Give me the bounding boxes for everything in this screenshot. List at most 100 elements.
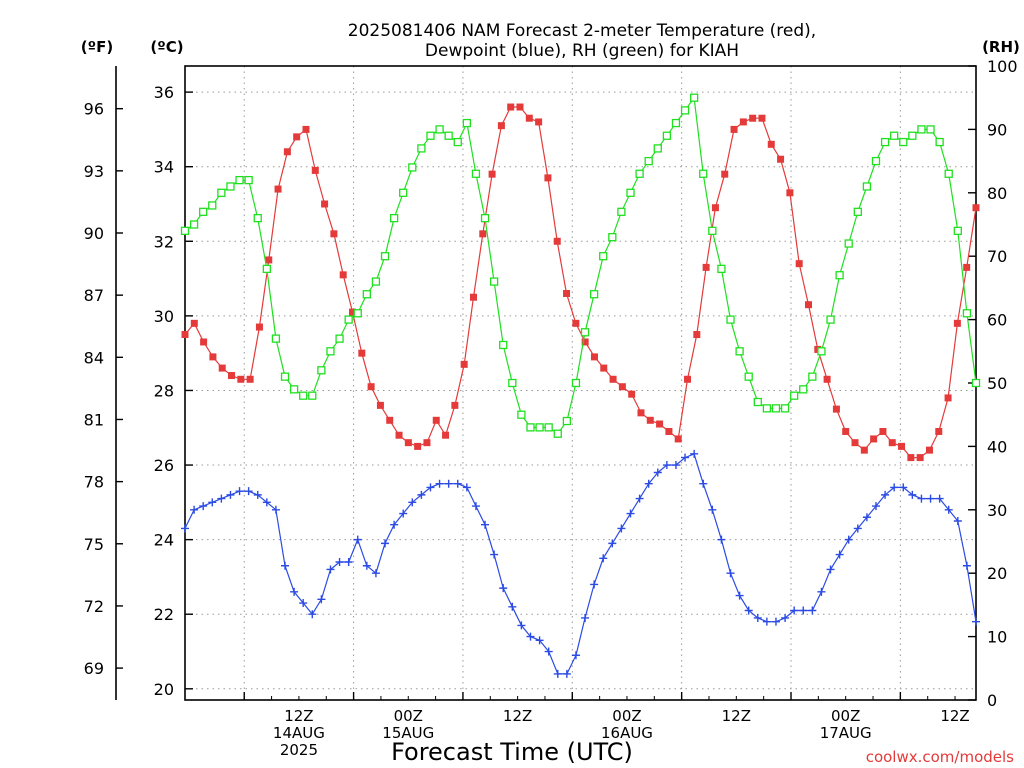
rh-point	[653, 144, 662, 153]
rh-point	[644, 156, 653, 166]
x-tick-label: 12Z	[722, 707, 751, 725]
rh-point	[662, 131, 672, 140]
temperature-line	[184, 106, 977, 459]
temperature-point	[209, 353, 217, 361]
rh-point	[753, 397, 762, 407]
rh-point	[853, 207, 862, 216]
dewpoint-point	[408, 498, 417, 507]
dewpoint-point	[790, 606, 799, 615]
dewpoint-point	[562, 669, 571, 678]
temperature-point	[535, 118, 543, 126]
dewpoint-point	[626, 509, 635, 518]
rh-point	[480, 214, 490, 223]
dewpoint-point	[481, 520, 490, 529]
dewpoint-point	[417, 490, 426, 499]
dewpoint-point	[708, 505, 717, 514]
dewpoint-point	[544, 647, 553, 656]
fahrenheit-tick-label: 93	[84, 162, 104, 181]
dewpoint-point	[244, 487, 253, 496]
temperature-point	[590, 353, 598, 361]
temperature-point	[190, 319, 198, 327]
temperature-point	[339, 271, 347, 279]
rh-point	[380, 252, 390, 261]
fahrenheit-tick-label: 69	[84, 659, 104, 678]
fahrenheit-tick-label: 87	[84, 286, 104, 305]
temperature-point	[907, 454, 915, 462]
celsius-tick-label: 34	[154, 158, 174, 177]
rh-point	[389, 214, 399, 223]
temperature-point	[656, 420, 664, 428]
dewpoint-point	[435, 479, 444, 488]
dewpoint-point	[871, 502, 880, 511]
dewpoint-point	[599, 554, 608, 563]
fahrenheit-axis: 69 72 75 78 81 84 87 90 93 96	[84, 100, 123, 678]
rh-point	[635, 169, 644, 178]
rh-point	[808, 372, 817, 381]
dewpoint-point	[381, 539, 390, 548]
rh-point	[944, 169, 953, 178]
x-tick-label: 12Z	[940, 707, 969, 725]
rh-point	[762, 404, 772, 413]
rh-point	[326, 347, 335, 356]
rh-unit-label: (RH)	[982, 38, 1020, 56]
rh-point	[908, 131, 917, 140]
dewpoint-point	[471, 502, 480, 511]
dewpoint-point	[299, 599, 308, 608]
dewpoint-point	[972, 617, 980, 626]
temperature-point	[376, 401, 384, 409]
temperature-point	[525, 114, 533, 122]
rh-point	[862, 182, 872, 191]
rh-point	[499, 340, 508, 350]
dewpoint-point	[226, 490, 235, 499]
temperature-point	[451, 401, 459, 409]
rh-point	[699, 169, 708, 178]
temperature-point	[851, 439, 859, 447]
temperature-point	[432, 416, 440, 424]
temperature-point	[321, 200, 329, 208]
rh-point	[544, 423, 553, 432]
temperature-point	[330, 230, 338, 238]
dewpoint-point	[517, 621, 526, 630]
rh-point	[926, 125, 935, 134]
rh-point	[890, 131, 899, 140]
rh-point	[462, 118, 472, 128]
temperature-point	[283, 148, 291, 156]
temperature-point	[516, 103, 524, 111]
temperature-point	[684, 375, 692, 383]
dewpoint-point	[644, 479, 653, 488]
temperature-point	[349, 308, 357, 316]
temperature-point	[311, 166, 319, 174]
dewpoint-point	[671, 461, 680, 470]
rh-line	[184, 96, 977, 435]
rh-point	[617, 207, 626, 216]
dewpoint-point	[262, 498, 271, 507]
dewpoint-point	[317, 595, 326, 604]
rh-point	[790, 391, 799, 400]
rh-tick-label: 100	[987, 57, 1018, 76]
temperature-point	[795, 260, 803, 268]
rh-point	[826, 315, 835, 324]
rh-tick-label: 80	[987, 184, 1007, 203]
dewpoint-point	[844, 535, 853, 544]
celsius-tick-label: 28	[154, 381, 174, 400]
temperature-point	[972, 204, 980, 212]
rh-point	[717, 264, 726, 274]
rh-point	[571, 378, 581, 388]
temperature-point	[293, 133, 301, 141]
dewpoint-point	[362, 561, 371, 570]
dewpoint-point	[326, 565, 335, 574]
temperature-point	[404, 439, 412, 447]
rh-tick-label: 30	[987, 501, 1007, 520]
rh-point	[299, 391, 308, 400]
rh-point	[444, 131, 453, 140]
dewpoint-point	[490, 550, 499, 559]
rh-tick-label: 40	[987, 437, 1007, 456]
dewpoint-point	[853, 524, 862, 533]
temperature-point	[879, 427, 887, 435]
dewpoint-point	[335, 558, 344, 567]
temperature-point	[255, 323, 263, 331]
rh-point	[335, 334, 344, 343]
dewpoint-point	[590, 580, 599, 589]
